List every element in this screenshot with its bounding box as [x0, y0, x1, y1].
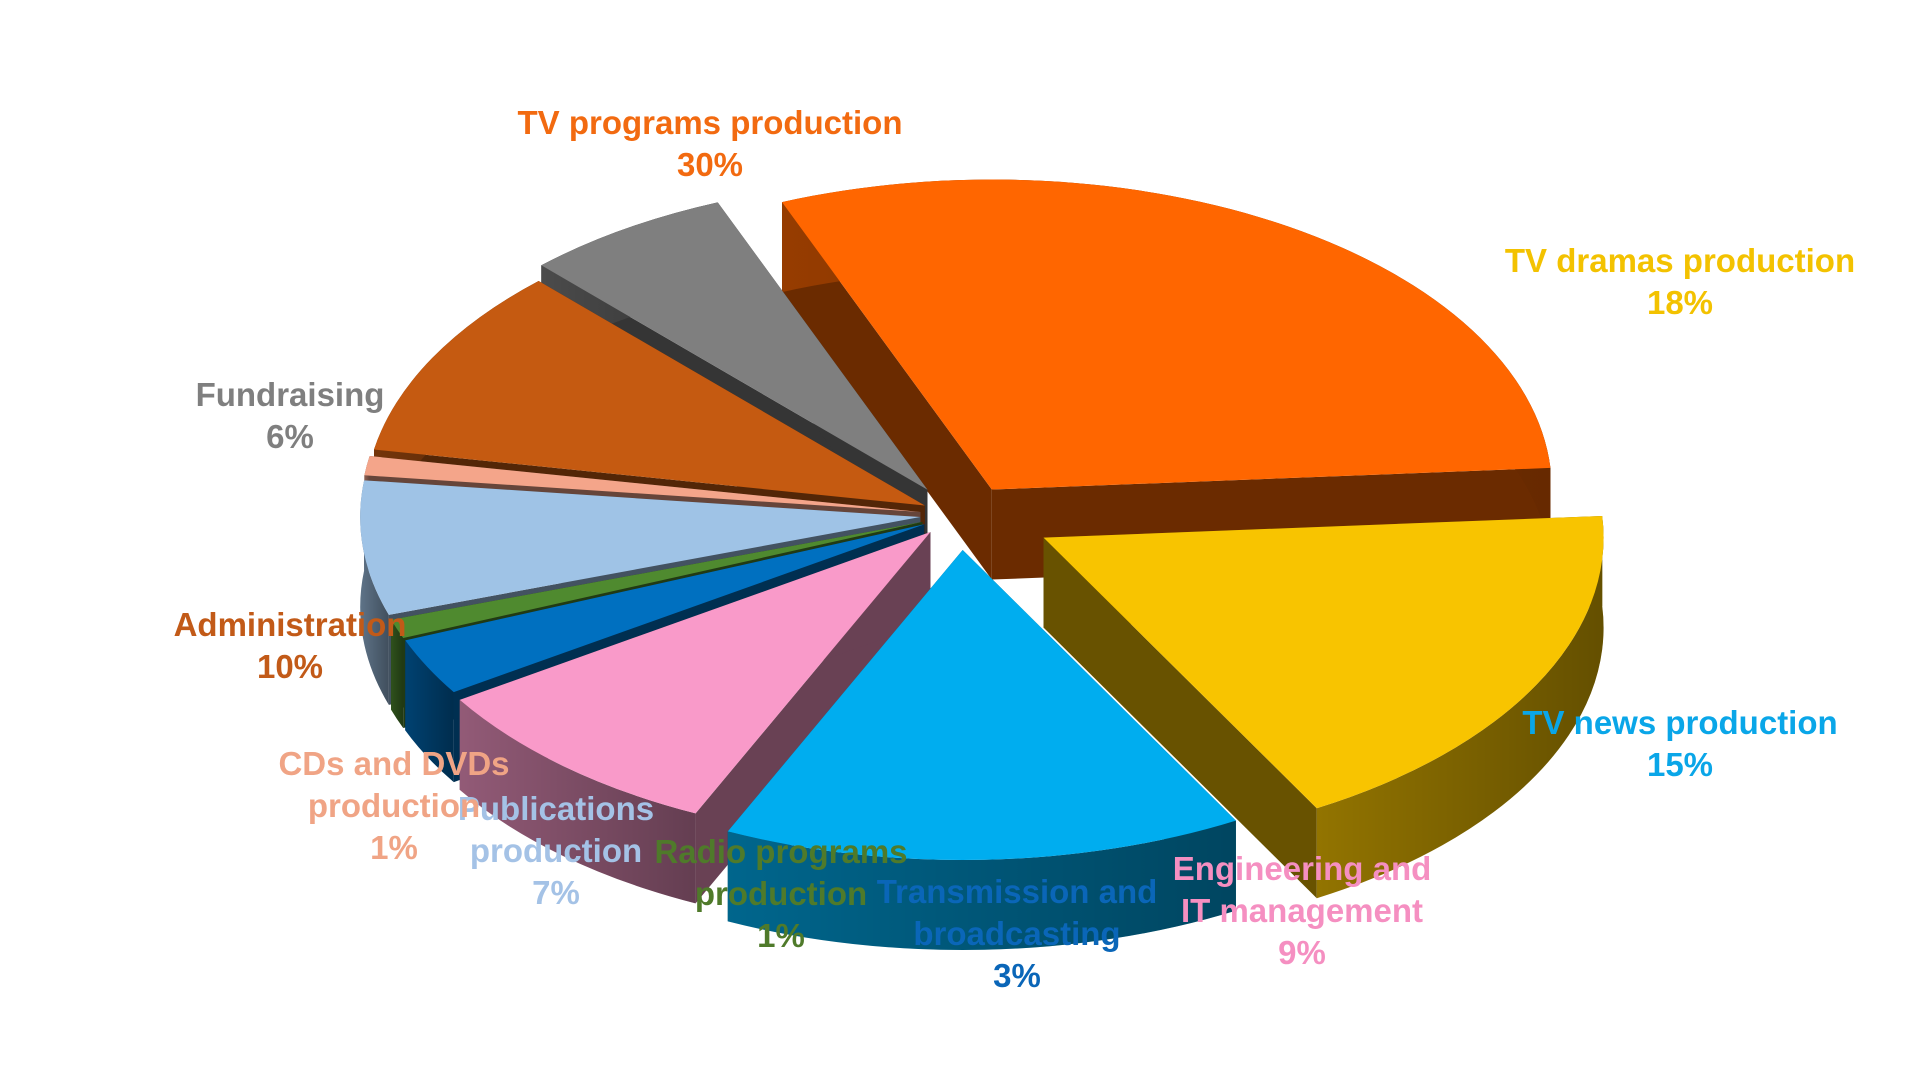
slice-value-label: 7%	[532, 874, 580, 911]
slice-name-label: Transmission and	[877, 873, 1158, 910]
slice-name-label: Fundraising	[196, 376, 385, 413]
pie-slices	[360, 179, 1604, 950]
slice-label: CDs and DVDs production 1%	[278, 745, 509, 866]
pie-slice-side	[1043, 537, 1317, 899]
pie-slice-top	[459, 531, 931, 814]
slice-name-label: TV programs production	[517, 104, 902, 141]
pie-labels: TV programs production 30% TV dramas produ…	[174, 104, 1856, 994]
slice-name-label: broadcasting	[913, 915, 1120, 952]
slice-value-label: 1%	[757, 917, 805, 954]
slice-label: Engineering and IT management 9%	[1173, 850, 1432, 971]
pie-slice-wall-shade	[405, 640, 454, 783]
slice-value-label: 1%	[370, 829, 418, 866]
slice-name-label: TV dramas production	[1505, 242, 1855, 279]
pie-slice-top	[374, 280, 925, 506]
pie-slice-top	[405, 524, 925, 693]
slice-name-label: Publications	[458, 790, 654, 827]
pie-slice-top	[1043, 515, 1604, 809]
slice-label: Radio programs production 1%	[654, 833, 907, 954]
slice-name-label: IT management	[1181, 892, 1423, 929]
slice-label: TV programs production 30%	[517, 104, 902, 183]
slice-name-label: Engineering and	[1173, 850, 1432, 887]
pie-slice-top	[727, 549, 1236, 860]
slice-label: TV dramas production 18%	[1505, 242, 1855, 321]
slice-value-label: 15%	[1647, 746, 1713, 783]
pie-slice-wall-shade	[459, 699, 696, 904]
pie-slice-wall-shade	[360, 480, 389, 705]
slice-value-label: 30%	[677, 146, 743, 183]
pie-slice	[727, 549, 1236, 950]
slice-label: Administration 10%	[174, 606, 407, 685]
pie-slice-top	[391, 521, 923, 639]
pie-slice-top	[541, 202, 928, 490]
slice-label: TV news production 15%	[1522, 704, 1837, 783]
slice-value-label: 18%	[1647, 284, 1713, 321]
slice-label: Publications production 7%	[458, 790, 654, 911]
pie-slice-top	[360, 480, 921, 615]
pie-slice-top	[364, 456, 921, 513]
slice-label: Transmission and broadcasting 3%	[877, 873, 1158, 994]
slice-value-label: 9%	[1278, 934, 1326, 971]
slice-name-label: production	[308, 787, 480, 824]
slice-label: Fundraising 6%	[196, 376, 385, 455]
slice-value-label: 6%	[266, 418, 314, 455]
pie-slice-wall-shade	[391, 619, 404, 729]
slice-name-label: production	[695, 875, 867, 912]
slice-value-label: 3%	[993, 957, 1041, 994]
slice-name-label: CDs and DVDs	[278, 745, 509, 782]
pie-slice-wall-shade	[727, 820, 1236, 950]
slice-name-label: Administration	[174, 606, 407, 643]
pie-slice	[1043, 515, 1604, 899]
slice-name-label: TV news production	[1522, 704, 1837, 741]
pie-slice-wall-shade	[1316, 515, 1604, 899]
slice-value-label: 10%	[257, 648, 323, 685]
slice-name-label: production	[470, 832, 642, 869]
slice-name-label: Radio programs	[654, 833, 907, 870]
pie-slice-top	[782, 179, 1551, 490]
pie-slice-side	[782, 202, 992, 580]
